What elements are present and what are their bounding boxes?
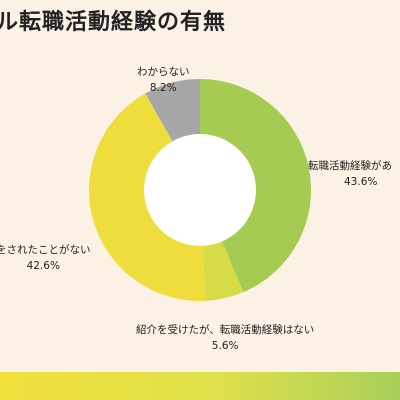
slice-name: 紹介を受けたが、転職活動経験はない [136,324,315,336]
slice-value: 43.6% [344,176,378,188]
donut-hole [144,134,256,246]
chart-title: ル転職活動経験の有無 [0,10,227,35]
slice-label-unknown: わからない 8.2% [137,64,190,96]
slice-name: 転職活動経験があ [308,160,392,172]
slice-name: わからない [137,66,190,78]
slice-label-referred: 紹介を受けたが、転職活動経験はない 5.6% [136,322,314,354]
slice-value: 8.2% [149,82,177,94]
slice-value: 5.6% [211,340,239,352]
slice-label-never: をされたことがない 42.6% [0,242,91,274]
slice-label-job-search: 転職活動経験があ 43.6% [308,158,392,190]
slice-name: をされたことがない [0,244,91,256]
slice-value: 42.6% [26,260,60,272]
bottom-band [0,372,400,400]
